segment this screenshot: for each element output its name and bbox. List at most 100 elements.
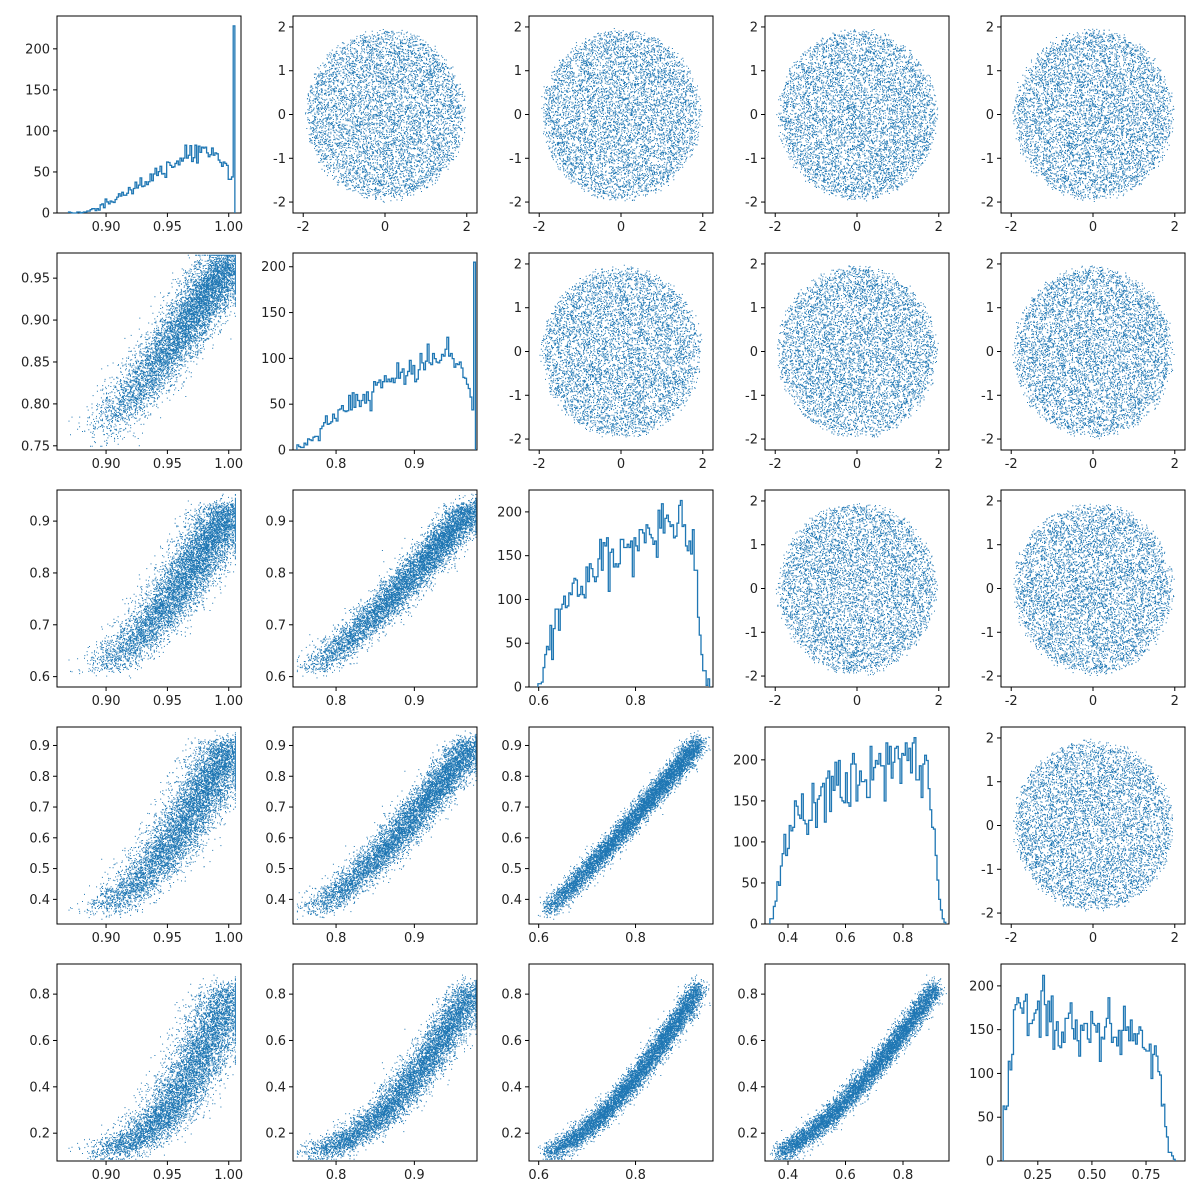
scatter-2-0-y-tick-label: 0.9 <box>29 515 50 530</box>
noise-1-4-x-tick-label: 0 <box>1089 457 1097 472</box>
noise-1-3-y-tick-label: -2 <box>745 433 758 448</box>
noise-0-2-y-tick-label: 0 <box>514 108 522 123</box>
noise-1-2-x-tick-label: 2 <box>699 457 707 472</box>
scatter-4-3-y-tick-label: 0.8 <box>737 988 758 1003</box>
scatter-1-0-y-tick-label: 0.95 <box>21 272 50 287</box>
scatter-3-0-y-tick-label: 0.6 <box>29 831 50 846</box>
panel-r0-c2: -2 0 2 -2 -1 0 1 2 <box>509 15 714 235</box>
noise-0-1-x-tick-label: 0 <box>381 220 389 235</box>
hist-3-y-tick-label: 50 <box>741 876 758 891</box>
noise-0-2-x-tick-label: -2 <box>533 220 546 235</box>
hist-4-y-tick-label: 100 <box>969 1067 994 1082</box>
hist-3-y-tick-label: 150 <box>733 794 758 809</box>
noise-1-3-y-tick-label: 2 <box>750 257 758 272</box>
scatter-3-1-frame <box>292 726 478 925</box>
scatter-3-2-y-tick-label: 0.7 <box>501 801 522 816</box>
scatter-3-1-y-tick-label: 0.4 <box>265 893 286 908</box>
scatter-2-1-y-tick-label: 0.9 <box>265 515 286 530</box>
scatter-4-3-x-tick-label: 0.6 <box>835 1168 856 1183</box>
noise-points-0-1 <box>305 29 466 203</box>
scatter-4-2-y-tick-label: 0.4 <box>501 1080 522 1095</box>
hist-4-y-tick-label: 200 <box>969 979 994 994</box>
hist-4-frame <box>1000 963 1186 1162</box>
noise-2-4-x-tick-label: 0 <box>1089 694 1097 709</box>
noise-1-4-y-tick-label: -1 <box>981 389 994 404</box>
hist-step-line-0 <box>67 25 236 214</box>
noise-1-2-y-tick-label: -1 <box>509 389 522 404</box>
scatter-points-4-0 <box>68 974 236 1160</box>
noise-0-1-y-tick-label: 2 <box>278 20 286 35</box>
scatter-3-1-x-tick-label: 0.9 <box>404 931 425 946</box>
hist-3-x-tick-label: 0.8 <box>893 931 914 946</box>
noise-0-4-y-tick-label: 2 <box>986 20 994 35</box>
hist-step-line-3 <box>769 737 947 924</box>
hist-0-y-tick-label: 100 <box>25 124 50 139</box>
panel-r4-c3: 0.4 0.6 0.8 0.2 0.4 0.6 0.8 <box>737 963 950 1183</box>
noise-0-2-y-tick-label: 1 <box>514 64 522 79</box>
panel-r0-c4: -2 0 2 -2 -1 0 1 2 <box>981 15 1186 235</box>
scatter-points-4-3 <box>769 974 947 1160</box>
noise-0-2-y-tick-label: 2 <box>514 20 522 35</box>
scatter-points-2-0 <box>68 493 236 679</box>
hist-0-y-tick-label: 50 <box>33 165 50 180</box>
panel-r2-c1: 0.8 0.9 0.6 0.7 0.8 0.9 <box>265 489 478 709</box>
scatter-4-1-y-tick-label: 0.6 <box>265 1034 286 1049</box>
panel-r0-c3: -2 0 2 -2 -1 0 1 2 <box>745 15 950 235</box>
noise-points-2-3 <box>775 503 938 676</box>
scatter-4-1-x-tick-label: 0.8 <box>326 1168 347 1183</box>
noise-points-1-2 <box>539 264 703 438</box>
scatter-4-0-y-tick-label: 0.8 <box>29 988 50 1003</box>
hist-4-y-tick-label: 150 <box>969 1023 994 1038</box>
noise-1-3-x-tick-label: 2 <box>935 457 943 472</box>
noise-2-3-y-tick-label: -1 <box>745 626 758 641</box>
panel-r1-c2: -2 0 2 -2 -1 0 1 2 <box>509 252 714 472</box>
noise-0-3-x-tick-label: 2 <box>935 220 943 235</box>
noise-3-4-x-tick-label: 2 <box>1171 931 1179 946</box>
scatter-points-3-1 <box>296 730 477 920</box>
noise-0-4-x-tick-label: -2 <box>1005 220 1018 235</box>
noise-3-4-y-tick-label: 2 <box>986 731 994 746</box>
scatter-3-0-x-tick-label: 1.00 <box>214 931 243 946</box>
scatter-4-2-x-tick-label: 0.6 <box>528 1168 549 1183</box>
scatter-1-0-y-tick-label: 0.90 <box>21 314 50 329</box>
scatter-4-1-x-tick-label: 0.9 <box>404 1168 425 1183</box>
noise-2-4-y-tick-label: 1 <box>986 538 994 553</box>
panel-r1-c3: -2 0 2 -2 -1 0 1 2 <box>745 252 950 472</box>
hist-1-y-tick-label: 0 <box>278 444 286 459</box>
noise-2-4-y-tick-label: 2 <box>986 494 994 509</box>
noise-1-3-y-tick-label: 0 <box>750 345 758 360</box>
scatter-3-0-y-tick-label: 0.9 <box>29 739 50 754</box>
hist-step-line-4 <box>1002 974 1176 1161</box>
noise-1-4-y-tick-label: -2 <box>981 433 994 448</box>
scatter-4-1-y-tick-label: 0.8 <box>265 988 286 1003</box>
noise-2-3-y-tick-label: 0 <box>750 582 758 597</box>
noise-3-4-y-tick-label: -1 <box>981 863 994 878</box>
scatter-3-2-y-tick-label: 0.9 <box>501 739 522 754</box>
hist-1-y-tick-label: 200 <box>261 260 286 275</box>
scatter-3-2-x-tick-label: 0.8 <box>625 931 646 946</box>
scatter-3-0-frame <box>56 726 242 925</box>
scatter-points-4-1 <box>296 974 477 1160</box>
scatter-4-0-x-tick-label: 0.95 <box>153 1168 182 1183</box>
scatter-2-0-y-tick-label: 0.7 <box>29 618 50 633</box>
scatter-4-2-y-tick-label: 0.6 <box>501 1034 522 1049</box>
hist-0-x-tick-label: 0.90 <box>92 220 121 235</box>
noise-points-1-4 <box>1012 265 1175 440</box>
scatter-4-1-y-tick-label: 0.2 <box>265 1127 286 1142</box>
scatter-3-0-x-tick-label: 0.90 <box>92 931 121 946</box>
noise-1-3-y-tick-label: -1 <box>745 389 758 404</box>
noise-points-3-4 <box>1013 738 1173 912</box>
noise-points-1-3 <box>777 265 939 438</box>
noise-0-3-y-tick-label: 1 <box>750 64 758 79</box>
panel-r3-c2: 0.6 0.8 0.4 0.5 0.6 0.7 0.8 0.9 <box>501 726 714 946</box>
noise-0-4-y-tick-label: -1 <box>981 152 994 167</box>
scatter-4-3-x-tick-label: 0.8 <box>893 1168 914 1183</box>
noise-3-4-x-tick-label: -2 <box>1005 931 1018 946</box>
scatter-3-0-y-tick-label: 0.5 <box>29 862 50 877</box>
noise-0-4-y-tick-label: -2 <box>981 196 994 211</box>
panel-r3-c1: 0.8 0.9 0.4 0.5 0.6 0.7 0.8 0.9 <box>265 726 478 946</box>
scatter-2-0-y-tick-label: 0.6 <box>29 670 50 685</box>
noise-3-4-y-tick-label: 0 <box>986 819 994 834</box>
noise-0-4-y-tick-label: 1 <box>986 64 994 79</box>
noise-0-2-x-tick-label: 0 <box>617 220 625 235</box>
